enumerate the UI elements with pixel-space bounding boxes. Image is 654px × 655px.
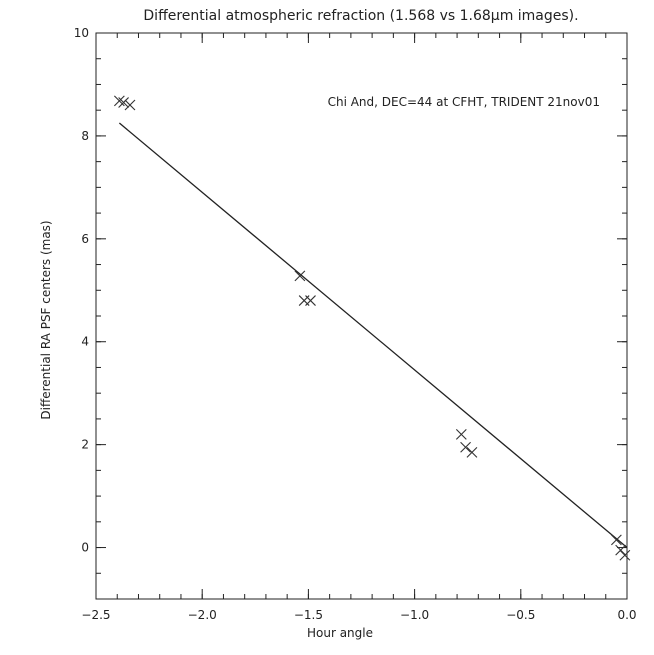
y-tick-label: 2 xyxy=(81,438,89,452)
data-points xyxy=(113,95,631,561)
axis-tick-labels: −2.5 −2.0 −1.5 −1.0 −0.5 0.0 0 2 4 6 8 10 xyxy=(74,26,637,622)
x-tick-label: −1.0 xyxy=(400,608,429,622)
y-tick-label: 10 xyxy=(74,26,89,40)
data-point xyxy=(615,544,627,556)
y-tick-label: 8 xyxy=(81,129,89,143)
x-tick-label: 0.0 xyxy=(617,608,636,622)
chart-title: Differential atmospheric refraction (1.5… xyxy=(143,8,578,24)
y-tick-label: 4 xyxy=(81,335,89,349)
data-point xyxy=(466,446,478,458)
axis-ticks xyxy=(95,32,628,600)
y-axis-label: Differential RA PSF centers (mas) xyxy=(39,220,53,419)
data-point xyxy=(619,549,631,561)
fit-line xyxy=(118,122,628,549)
data-point xyxy=(124,99,136,111)
data-point xyxy=(294,270,306,282)
data-point xyxy=(455,428,467,440)
x-tick-label: −2.5 xyxy=(81,608,110,622)
x-tick-label: −2.0 xyxy=(188,608,217,622)
plot-frame xyxy=(95,32,628,600)
chart-annotation: Chi And, DEC=44 at CFHT, TRIDENT 21nov01 xyxy=(328,95,600,109)
data-point xyxy=(460,441,471,453)
data-point xyxy=(610,534,622,546)
data-point xyxy=(113,95,125,107)
data-point xyxy=(118,97,130,108)
y-tick-label: 0 xyxy=(81,541,89,555)
y-tick-label: 6 xyxy=(81,232,89,246)
x-tick-label: −0.5 xyxy=(506,608,535,622)
fit-line-layer xyxy=(118,122,628,549)
data-point xyxy=(305,295,316,306)
x-tick-label: −1.5 xyxy=(294,608,323,622)
x-axis-label: Hour angle xyxy=(307,626,373,640)
